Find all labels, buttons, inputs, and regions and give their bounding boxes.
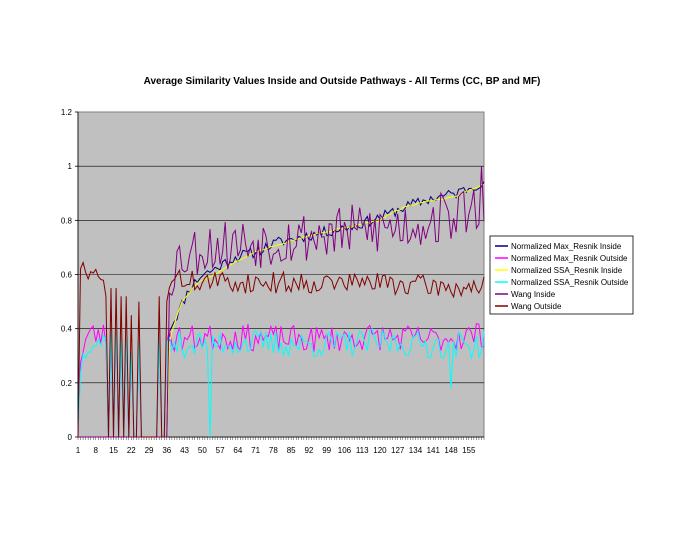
- y-tick-label: 0.2: [61, 379, 73, 388]
- x-tick-label: 64: [233, 446, 242, 455]
- x-tick-label: 43: [180, 446, 189, 455]
- x-tick-label: 50: [198, 446, 207, 455]
- x-tick-label: 57: [216, 446, 225, 455]
- x-tick-label: 120: [373, 446, 387, 455]
- legend-label: Normalized Max_Resnik Inside: [511, 242, 622, 251]
- x-tick-label: 15: [109, 446, 118, 455]
- x-tick-label: 1: [76, 446, 81, 455]
- x-tick-label: 127: [391, 446, 405, 455]
- x-tick-label: 141: [427, 446, 441, 455]
- x-tick-label: 36: [162, 446, 171, 455]
- legend-label: Wang Outside: [511, 302, 562, 311]
- x-tick-label: 148: [444, 446, 458, 455]
- legend-label: Normalized Max_Resnik Outside: [511, 254, 628, 263]
- x-tick-label: 85: [287, 446, 296, 455]
- legend-label: Normalized SSA_Resnik Outside: [511, 278, 629, 287]
- legend: Normalized Max_Resnik Inside Normalized M…: [489, 235, 634, 315]
- x-tick-label: 78: [269, 446, 278, 455]
- x-tick-label: 71: [251, 446, 260, 455]
- y-tick-label: 1.2: [61, 108, 73, 117]
- x-tick-label: 92: [304, 446, 313, 455]
- y-tick-label: 1: [68, 162, 73, 171]
- legend-label: Normalized SSA_Resnik Inside: [511, 266, 623, 275]
- x-tick-label: 8: [94, 446, 99, 455]
- y-tick-label: 0.6: [61, 271, 73, 280]
- x-tick-label: 29: [145, 446, 154, 455]
- x-tick-label: 106: [338, 446, 352, 455]
- x-tick-label: 113: [356, 446, 369, 455]
- x-tick-label: 22: [127, 446, 136, 455]
- x-tick-label: 155: [462, 446, 476, 455]
- series-group: [77, 166, 485, 438]
- y-tick-label: 0.4: [61, 325, 73, 334]
- chart-title: Average Similarity Values Inside and Out…: [144, 76, 541, 87]
- legend-box: [489, 235, 634, 315]
- y-axis: 0 0.2 0.4 0.6 0.8 1 1.2: [61, 108, 79, 442]
- series-line-5: [77, 260, 485, 438]
- x-axis: 1 8 15 22 29 36 43 50 57 64 71 78 85 92 99 106 113 120 127…: [76, 436, 485, 455]
- legend-label: Wang Inside: [511, 290, 556, 299]
- y-tick-label: 0.8: [61, 216, 73, 225]
- y-tick-label: 0: [68, 433, 73, 442]
- x-tick-label: 134: [409, 446, 423, 455]
- x-tick-label: 99: [322, 446, 331, 455]
